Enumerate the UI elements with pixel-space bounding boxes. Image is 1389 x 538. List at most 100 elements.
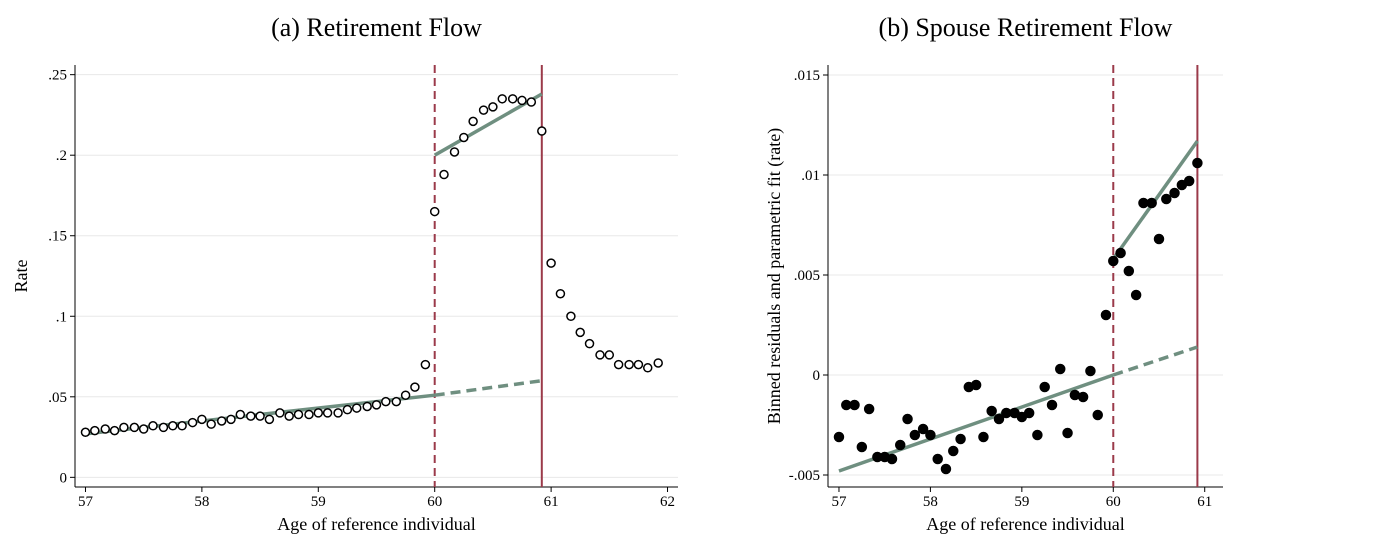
data-point	[148, 421, 158, 431]
data-point	[993, 413, 1005, 425]
x-tick-label: 58	[923, 494, 938, 510]
x-tick-label: 58	[194, 494, 209, 510]
data-point	[1092, 409, 1103, 421]
data-point	[226, 414, 236, 425]
data-point	[1046, 399, 1058, 411]
data-point	[1115, 247, 1126, 259]
data-point	[187, 417, 198, 428]
data-point	[1054, 363, 1066, 375]
data-point	[420, 359, 431, 370]
data-point	[970, 379, 982, 391]
data-point	[546, 258, 556, 268]
y-tick-label: -.005	[789, 468, 820, 484]
data-point	[410, 382, 420, 392]
data-point	[1108, 255, 1119, 267]
data-point	[177, 421, 187, 431]
data-point	[1169, 187, 1180, 199]
data-point	[293, 409, 304, 420]
data-point	[351, 403, 362, 413]
data-point	[955, 433, 966, 445]
fit-line	[434, 378, 543, 397]
data-point	[284, 411, 294, 421]
data-point	[216, 416, 227, 426]
data-point	[1023, 407, 1035, 419]
data-point	[333, 408, 343, 418]
data-point	[940, 463, 952, 475]
data-point	[400, 390, 411, 400]
data-point	[90, 425, 100, 436]
data-point	[109, 425, 120, 436]
data-point	[497, 94, 507, 104]
data-point	[158, 422, 169, 433]
data-point	[642, 363, 653, 373]
data-point	[555, 288, 566, 299]
data-point	[1130, 289, 1142, 301]
panel-title: (a) Retirement Flow	[271, 13, 482, 42]
data-point	[1032, 429, 1043, 441]
data-point	[488, 102, 498, 112]
data-point	[100, 424, 111, 434]
data-point	[371, 400, 382, 410]
data-point	[138, 424, 149, 434]
data-point	[1077, 391, 1089, 403]
y-axis-label: Binned residuals and parametric fit (rat…	[764, 128, 785, 424]
data-point	[856, 441, 868, 453]
data-point	[517, 95, 527, 106]
data-point	[197, 414, 207, 425]
data-point	[575, 327, 585, 338]
data-point	[1192, 157, 1203, 169]
y-tick-label: 0	[60, 470, 68, 486]
data-point	[978, 431, 989, 443]
data-point	[119, 422, 129, 433]
data-point	[322, 408, 333, 418]
y-tick-label: .1	[56, 309, 67, 325]
data-point	[1161, 193, 1172, 205]
panel-title: (b) Spouse Retirement Flow	[879, 13, 1173, 42]
data-point	[863, 403, 875, 415]
data-point	[264, 414, 275, 425]
x-tick-label: 59	[1014, 494, 1029, 510]
data-point	[80, 427, 91, 437]
x-tick-label: 60	[427, 494, 442, 510]
data-point	[507, 94, 518, 104]
data-point	[304, 409, 314, 420]
y-tick-label: .015	[794, 68, 820, 84]
data-point	[917, 423, 929, 435]
x-tick-label: 61	[1197, 494, 1212, 510]
y-axis-label: Rate	[11, 260, 31, 293]
data-point	[449, 147, 460, 157]
y-tick-label: .15	[48, 229, 67, 245]
data-point	[633, 359, 644, 370]
x-tick-label: 62	[660, 494, 675, 510]
data-point	[313, 408, 324, 418]
data-point	[478, 105, 489, 115]
data-point	[246, 411, 256, 421]
data-point	[584, 338, 595, 349]
y-tick-label: .01	[801, 168, 820, 184]
data-point	[986, 405, 997, 417]
data-point	[129, 422, 140, 433]
data-point	[909, 429, 921, 441]
data-point	[275, 408, 285, 418]
data-point	[1153, 233, 1165, 245]
y-tick-label: .2	[56, 148, 67, 164]
data-point	[468, 116, 478, 127]
data-point	[235, 409, 246, 420]
data-point	[342, 404, 353, 415]
data-point	[886, 453, 898, 465]
data-point	[833, 431, 845, 443]
data-point	[168, 421, 178, 431]
data-point	[381, 396, 391, 407]
data-point	[391, 396, 402, 407]
data-point	[894, 439, 906, 451]
y-tick-label: .25	[48, 68, 67, 84]
data-point	[1039, 381, 1050, 393]
x-tick-label: 60	[1106, 494, 1121, 510]
data-point	[595, 350, 605, 360]
fit-line	[1112, 345, 1198, 377]
data-point	[624, 359, 634, 370]
x-axis-label: Age of reference individual	[926, 514, 1124, 534]
y-tick-label: 0	[813, 368, 821, 384]
x-axis-label: Age of reference individual	[277, 514, 475, 534]
